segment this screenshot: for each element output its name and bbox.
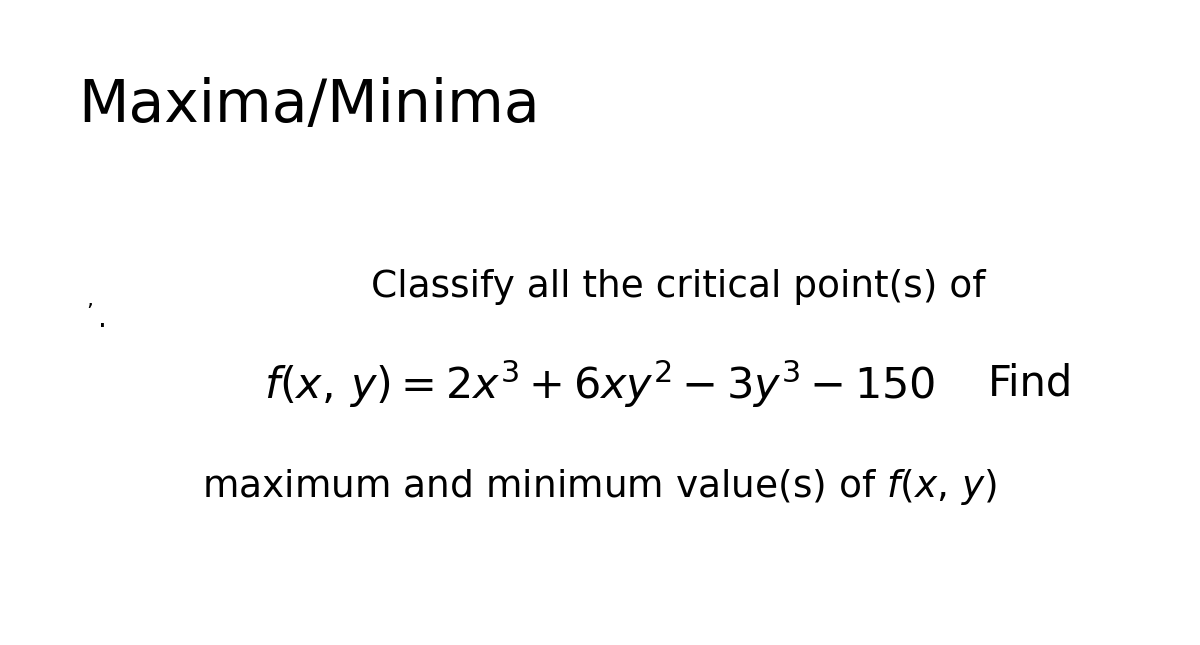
Text: maximum and minimum value(s) of $f(x,\, y)$: maximum and minimum value(s) of $f(x,\, … xyxy=(203,467,997,507)
Text: ,: , xyxy=(86,290,94,310)
Text: $f(x,\, y) = 2x^3 + 6xy^2 - 3y^3 - 150$: $f(x,\, y) = 2x^3 + 6xy^2 - 3y^3 - 150$ xyxy=(264,358,936,410)
Text: Maxima/Minima: Maxima/Minima xyxy=(78,77,540,134)
Text: .: . xyxy=(97,305,107,333)
Text: Find: Find xyxy=(988,362,1073,405)
Text: Classify all the critical point(s) of: Classify all the critical point(s) of xyxy=(371,269,985,305)
